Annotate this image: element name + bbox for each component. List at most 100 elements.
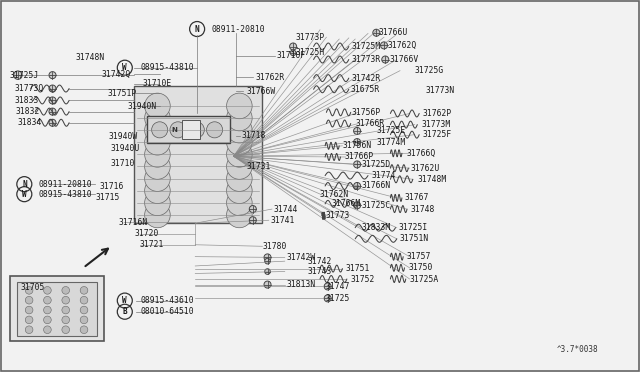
Text: 31748: 31748 [411,205,435,214]
Text: 31762U: 31762U [411,164,440,173]
Circle shape [44,296,51,304]
Circle shape [49,119,56,126]
Text: 31751N: 31751N [400,234,429,243]
Circle shape [80,296,88,304]
Circle shape [80,316,88,324]
Circle shape [291,50,296,56]
Bar [17,282,97,336]
Text: 31762N: 31762N [320,190,349,199]
Circle shape [227,154,252,179]
Circle shape [227,202,252,228]
Text: 31725E: 31725E [376,126,406,135]
Text: 31725I: 31725I [398,223,428,232]
Circle shape [354,161,361,168]
Text: 31773Q: 31773Q [14,84,44,93]
Circle shape [145,154,170,179]
Text: 31751: 31751 [346,264,370,273]
Text: 31774: 31774 [371,171,396,180]
Circle shape [227,117,252,143]
Text: 31716N: 31716N [118,218,148,227]
Circle shape [250,217,256,224]
Circle shape [26,296,33,304]
Bar [10,276,104,341]
Text: 31940N: 31940N [128,102,157,110]
Text: 08915-43810: 08915-43810 [38,190,92,199]
Circle shape [145,142,170,167]
Text: 31741: 31741 [270,216,294,225]
Circle shape [62,306,70,314]
Text: 31766M: 31766M [332,199,361,208]
Circle shape [354,202,361,209]
Text: 31716: 31716 [99,182,124,191]
Circle shape [227,129,252,155]
Text: 31675R: 31675R [351,85,380,94]
Circle shape [62,326,70,334]
Circle shape [265,258,270,264]
Text: W: W [122,296,127,305]
Circle shape [372,29,380,36]
Circle shape [145,117,170,143]
Text: 31720: 31720 [134,229,159,238]
Circle shape [354,139,361,145]
Text: 31725H: 31725H [296,48,325,57]
Circle shape [207,122,223,138]
Text: 31766R: 31766R [355,119,385,128]
Circle shape [354,183,361,189]
Text: 31748N: 31748N [76,53,105,62]
Circle shape [250,206,256,212]
Text: 31766W: 31766W [246,87,276,96]
Text: 31780: 31780 [262,242,287,251]
Circle shape [227,93,252,119]
Circle shape [145,166,170,192]
Text: 31710F: 31710F [276,51,306,60]
Circle shape [188,122,204,138]
Text: 31832: 31832 [16,107,40,116]
Circle shape [227,142,252,167]
Text: 31757: 31757 [406,252,431,261]
Text: 08010-64510: 08010-64510 [141,307,195,316]
Text: 08911-20810: 08911-20810 [211,25,265,33]
Text: 31725G: 31725G [415,66,444,75]
Text: 31710E: 31710E [142,79,172,88]
Text: 31762P: 31762P [422,109,452,118]
Circle shape [380,42,388,49]
Circle shape [145,190,170,216]
Text: 31747: 31747 [325,282,349,291]
Text: 31774M: 31774M [376,138,406,147]
Text: 31731: 31731 [246,162,271,171]
Text: 31742R: 31742R [352,74,381,83]
Text: 31743: 31743 [307,267,332,276]
Circle shape [80,306,88,314]
Circle shape [26,286,33,294]
Circle shape [145,93,170,119]
Circle shape [26,326,33,334]
Text: 31773N: 31773N [426,86,455,94]
Circle shape [44,316,51,324]
Text: 31705: 31705 [20,283,45,292]
Circle shape [49,108,56,115]
Text: 31767: 31767 [404,193,429,202]
Text: 31725C: 31725C [362,201,391,210]
Circle shape [44,286,51,294]
Bar [182,121,200,139]
Circle shape [324,295,332,302]
Circle shape [324,283,332,290]
Circle shape [145,178,170,203]
Circle shape [265,269,270,275]
Text: 31766Q: 31766Q [406,149,436,158]
Text: 31762Q: 31762Q [388,41,417,50]
Circle shape [264,254,271,261]
Text: 31766V: 31766V [389,55,419,64]
Bar [134,86,262,223]
Circle shape [26,316,33,324]
Circle shape [227,105,252,131]
Text: 31940W: 31940W [109,132,138,141]
Text: B: B [122,307,127,316]
Bar [147,116,230,143]
Circle shape [44,306,51,314]
Text: 31710: 31710 [110,159,134,168]
Circle shape [44,326,51,334]
Text: 31725F: 31725F [422,130,452,139]
Text: N: N [22,180,27,189]
Circle shape [354,128,361,134]
